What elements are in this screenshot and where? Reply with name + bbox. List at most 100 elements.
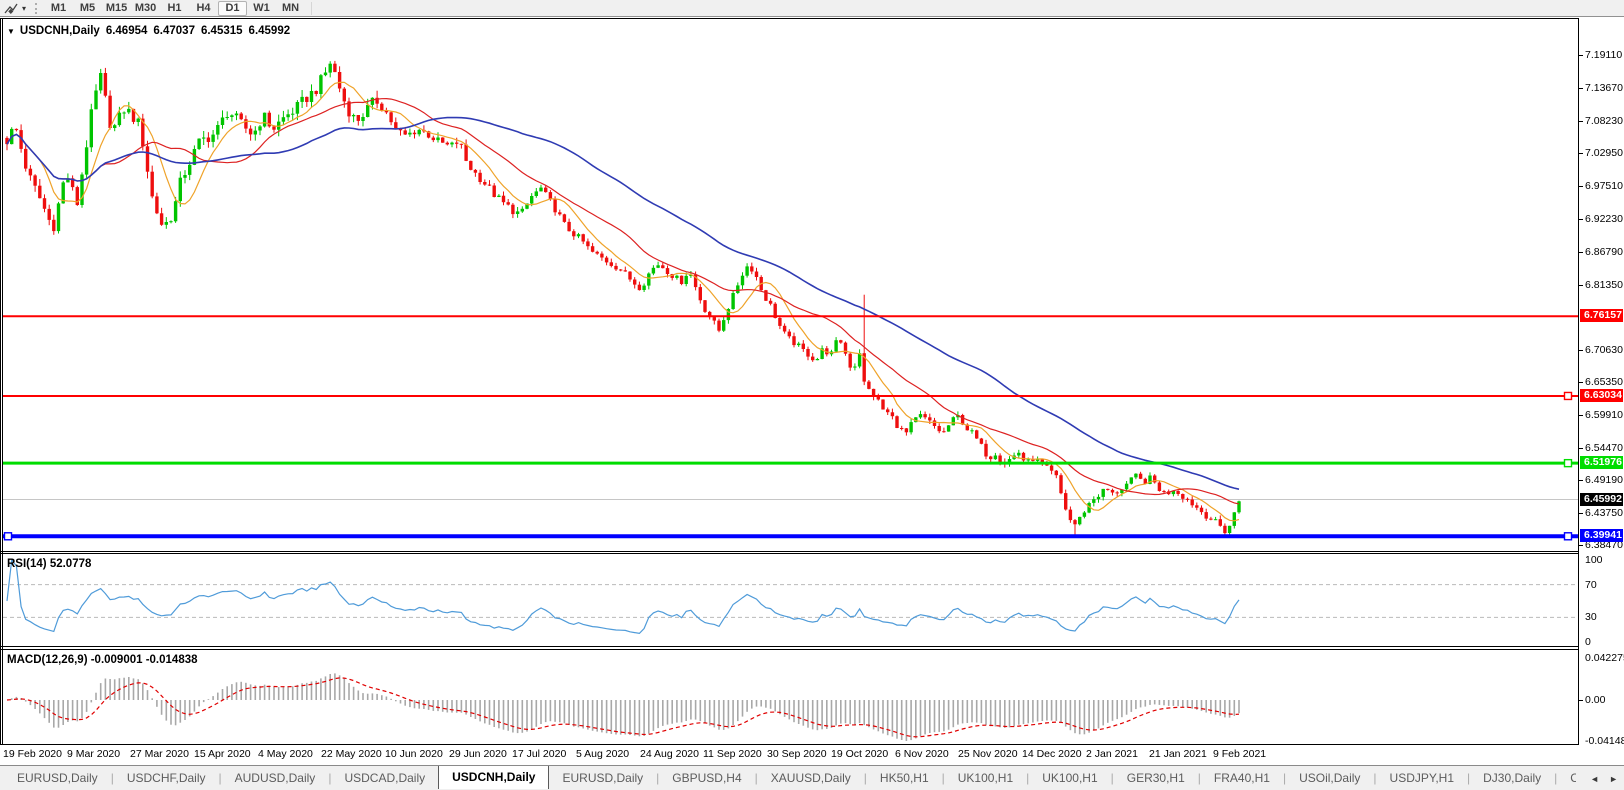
chart-tab-hk50-h1[interactable]: HK50,H1 <box>879 771 929 785</box>
timeframe-button-d1[interactable]: D1 <box>218 0 248 16</box>
cursor-tool-button[interactable]: ▾ <box>0 0 30 16</box>
price-tick-label: 6.86790 <box>1585 246 1623 258</box>
toolbar-grip-handle[interactable] <box>35 2 38 14</box>
price-panel: ▼ USDCNH,Daily 6.46954 6.47037 6.45315 6… <box>0 18 1579 552</box>
chart-tab-usdjpy-h1[interactable]: USDJPY,H1 <box>1389 771 1455 785</box>
timeframe-button-h1[interactable]: H1 <box>167 1 182 14</box>
price-axis[interactable]: 7.19110 7.13670 7.08230 7.02950 6.97510 6.922… <box>1579 18 1624 747</box>
timeframe-button-m30[interactable]: M30 <box>134 1 157 14</box>
macd-label: MACD(12,26,9) -0.009001 -0.014838 <box>7 654 198 666</box>
chart-tab-bar: EURUSD,Daily | USDCHF,Daily | AUDUSD,Daily | U… <box>0 765 1624 790</box>
macd-panel: MACD(12,26,9) -0.009001 -0.014838 <box>0 649 1579 745</box>
time-tick-label: 25 Nov 2020 <box>958 748 1018 760</box>
chart-tab-usdchf-daily[interactable]: USDCHF,Daily <box>126 771 206 785</box>
rsi-tick-label: 0 <box>1585 636 1591 648</box>
chart-tab-uk100-h1[interactable]: UK100,H1 <box>1042 771 1098 785</box>
tab-separator: | <box>1467 771 1471 785</box>
chart-inner-border <box>2 18 3 745</box>
tab-separator: | <box>328 771 332 785</box>
macd-tick-label: 0.00 <box>1585 694 1606 706</box>
chart-symbol: USDCNH,Daily <box>19 25 100 37</box>
price-tick-label: 7.02950 <box>1585 147 1623 159</box>
axis-tick-mark <box>1579 121 1583 122</box>
axis-tick-mark <box>1579 88 1583 89</box>
axis-tick-mark <box>1579 382 1583 383</box>
tabs: EURUSD,Daily | USDCHF,Daily | AUDUSD,Daily | U… <box>4 766 1582 790</box>
timeframe-button-w1[interactable]: W1 <box>253 1 270 14</box>
axis-tick-mark <box>1579 153 1583 154</box>
time-tick-label: 9 Mar 2020 <box>67 748 121 760</box>
tab-separator: | <box>1554 771 1558 785</box>
ohlc-close: 6.45992 <box>248 25 291 37</box>
time-tick-label: 30 Sep 2020 <box>767 748 827 760</box>
rsi-tick-label: 100 <box>1585 554 1603 566</box>
axis-tick-mark <box>1579 448 1583 449</box>
rsi-panel: RSI(14) 52.0778 <box>0 553 1579 647</box>
chart-tab-eurusd-daily[interactable]: EURUSD,Daily <box>562 771 644 785</box>
time-tick-label: 24 Aug 2020 <box>640 748 699 760</box>
time-tick-label: 27 Mar 2020 <box>130 748 189 760</box>
chart-tab-xauusd-daily[interactable]: XAUUSD,Daily <box>770 771 851 785</box>
price-tick-label: 6.59910 <box>1585 409 1623 421</box>
time-tick-label: 2 Jan 2021 <box>1086 748 1138 760</box>
chart-tab-fra40-h1[interactable]: FRA40,H1 <box>1213 771 1270 785</box>
cursor-tool-icon <box>4 3 18 14</box>
price-tick-label: 7.19110 <box>1585 49 1623 61</box>
tab-separator: | <box>1110 771 1114 785</box>
time-tick-label: 5 Aug 2020 <box>576 748 630 760</box>
axis-tick-mark <box>1579 252 1583 253</box>
time-tick-label: 15 Apr 2020 <box>194 748 251 760</box>
ohlc-open: 6.46954 <box>105 25 148 37</box>
axis-tick-mark <box>1579 513 1583 514</box>
timeframe-button-m1[interactable]: M1 <box>50 1 67 14</box>
time-tick-label: 11 Sep 2020 <box>703 748 762 760</box>
axis-tick-mark <box>1579 55 1583 56</box>
chart-tab-gbpusd-h4[interactable]: GBPUSD,H4 <box>672 771 742 785</box>
tab-scroll-controls: ◄ ► <box>1576 767 1624 790</box>
chart-tab-usoil-daily[interactable]: USOil,Daily <box>1299 771 1361 785</box>
rsi-plot[interactable] <box>3 554 1578 646</box>
rsi-label: RSI(14) 52.0778 <box>7 558 92 570</box>
chart-tab-dj30-daily[interactable]: DJ30,Daily <box>1483 771 1542 785</box>
collapse-icon[interactable]: ▼ <box>7 26 15 36</box>
timeframe-button-m15[interactable]: M15 <box>105 1 128 14</box>
time-tick-label: 19 Oct 2020 <box>831 748 889 760</box>
tab-scroll-left-icon[interactable]: ◄ <box>1590 773 1600 784</box>
timeframe-buttons: M1 M5 M15 M30 H1 H4 D1 W1 MN <box>44 0 305 16</box>
current-price-line-price-badge: 6.45992 <box>1580 493 1623 506</box>
axis-tick-mark <box>1579 186 1583 187</box>
time-tick-label: 19 Feb 2020 <box>3 748 62 760</box>
macd-tick-label: 0.042275 <box>1585 652 1624 664</box>
price-tick-label: 6.49190 <box>1585 474 1623 486</box>
chevron-down-icon[interactable]: ▾ <box>22 3 27 13</box>
time-tick-label: 9 Feb 2021 <box>1213 748 1267 760</box>
axis-tick-mark <box>1579 350 1583 351</box>
price-tick-label: 6.43750 <box>1585 507 1623 519</box>
time-tick-label: 22 May 2020 <box>321 748 382 760</box>
timeframe-button-m5[interactable]: M5 <box>79 1 96 14</box>
price-tick-label: 6.65350 <box>1585 376 1623 388</box>
macd-plot[interactable] <box>3 650 1578 744</box>
tab-separator: | <box>1282 771 1287 785</box>
timeframe-button-h4[interactable]: H4 <box>196 1 211 14</box>
chart-tab-ger30-h1[interactable]: GER30,H1 <box>1126 771 1185 785</box>
time-tick-label: 21 Jan 2021 <box>1149 748 1207 760</box>
chart-tab-uk100-h1[interactable]: UK100,H1 <box>957 771 1014 785</box>
chart-tab-audusd-daily[interactable]: AUDUSD,Daily <box>234 771 316 785</box>
time-tick-label: 29 Jun 2020 <box>449 748 507 760</box>
axis-tick-mark <box>1579 219 1583 220</box>
timeframe-button-mn[interactable]: MN <box>281 1 300 14</box>
toolbar-separator <box>311 1 313 15</box>
chart-tab-usdcad-daily[interactable]: USDCAD,Daily <box>344 771 426 785</box>
tab-scroll-right-icon[interactable]: ► <box>1609 773 1618 784</box>
rsi-tick-label: 30 <box>1585 611 1597 623</box>
tab-separator: | <box>754 771 758 785</box>
chart-tab-usdcnh-daily[interactable]: USDCNH,Daily <box>438 766 550 789</box>
price-tick-label: 6.70630 <box>1585 344 1623 356</box>
chart-tab-eurusd-daily[interactable]: EURUSD,Daily <box>17 771 98 785</box>
tab-separator: | <box>1026 771 1030 785</box>
price-tick-label: 7.13670 <box>1585 82 1623 94</box>
time-axis[interactable]: 19 Feb 2020 9 Mar 2020 27 Mar 2020 15 Apr 2… <box>0 746 1579 764</box>
price-plot[interactable] <box>3 19 1578 551</box>
